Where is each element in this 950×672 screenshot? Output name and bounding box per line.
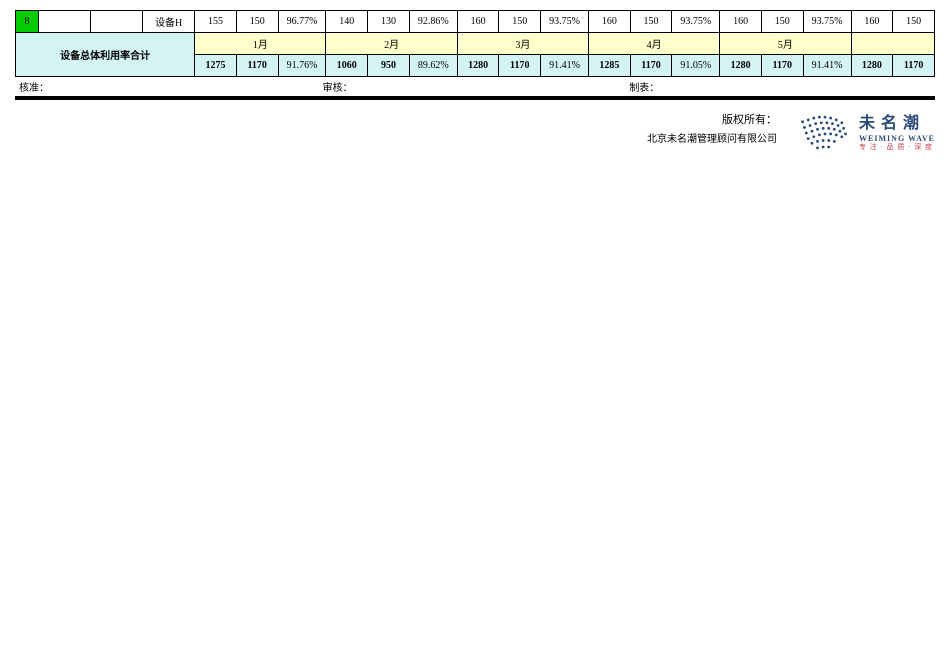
month-header-blank [851,33,934,55]
cell: 91.76% [278,55,326,77]
cell: 950 [368,55,410,77]
cell: 1170 [630,55,672,77]
month-header-row: 设备总体利用率合计 1月 2月 3月 4月 5月 [16,33,935,55]
cell: 93.75% [803,11,851,33]
table-row: 8 设备H 155 150 96.77% 140 130 92.86% 160 … [16,11,935,33]
month-header: 3月 [457,33,588,55]
month-header: 4月 [589,33,720,55]
cell: 91.41% [803,55,851,77]
signature-review: 审核： [322,77,629,97]
cell: 150 [499,11,541,33]
cell: 1170 [761,55,803,77]
equipment-label: 设备H [143,11,195,33]
cell: 130 [368,11,410,33]
brand-cn: 未名潮 [859,114,935,133]
brand-sub: 专 注 · 品 质 · 深 度 [859,143,935,151]
month-header: 1月 [195,33,326,55]
copyright-label: 版权所有： [647,112,777,130]
brand-en: WEIMING WAVE [859,134,935,144]
row-index: 8 [16,11,39,33]
footer-text: 版权所有： 北京未名潮管理顾问有限公司 [647,112,777,148]
cell: 93.75% [541,11,589,33]
cell: 155 [195,11,237,33]
cell: 1170 [236,55,278,77]
wave-logo-icon [797,112,853,154]
cell: 150 [893,11,935,33]
cell: 96.77% [278,11,326,33]
cell: 91.05% [672,55,720,77]
signature-prepare: 制表： [628,77,935,97]
summary-label: 设备总体利用率合计 [16,33,195,77]
logo-block: 未名潮 WEIMING WAVE 专 注 · 品 质 · 深 度 [797,112,935,154]
cell: 150 [630,11,672,33]
cell: 1285 [589,55,631,77]
cell: 92.86% [409,11,457,33]
cell: 150 [236,11,278,33]
cell: 1280 [851,55,893,77]
cell: 160 [851,11,893,33]
cell: 1275 [195,55,237,77]
cell: 1060 [326,55,368,77]
signature-section: 核准： 审核： 制表： [15,77,935,100]
cell: 160 [589,11,631,33]
signature-approve: 核准： [15,77,322,97]
cell-blank [38,11,90,33]
cell: 1280 [457,55,499,77]
cell: 93.75% [672,11,720,33]
equipment-utilization-table: 8 设备H 155 150 96.77% 140 130 92.86% 160 … [15,10,935,77]
cell-blank [91,11,143,33]
logo-text: 未名潮 WEIMING WAVE 专 注 · 品 质 · 深 度 [859,114,935,151]
cell: 140 [326,11,368,33]
month-header: 5月 [720,33,851,55]
month-header: 2月 [326,33,457,55]
footer: 版权所有： 北京未名潮管理顾问有限公司 未名潮 WEIMING WAVE 专 注… [15,112,935,154]
cell: 89.62% [409,55,457,77]
cell: 150 [761,11,803,33]
cell: 1170 [893,55,935,77]
cell: 1170 [499,55,541,77]
cell: 160 [720,11,762,33]
cell: 160 [457,11,499,33]
company-name: 北京未名潮管理顾问有限公司 [647,132,777,148]
cell: 1280 [720,55,762,77]
cell: 91.41% [541,55,589,77]
